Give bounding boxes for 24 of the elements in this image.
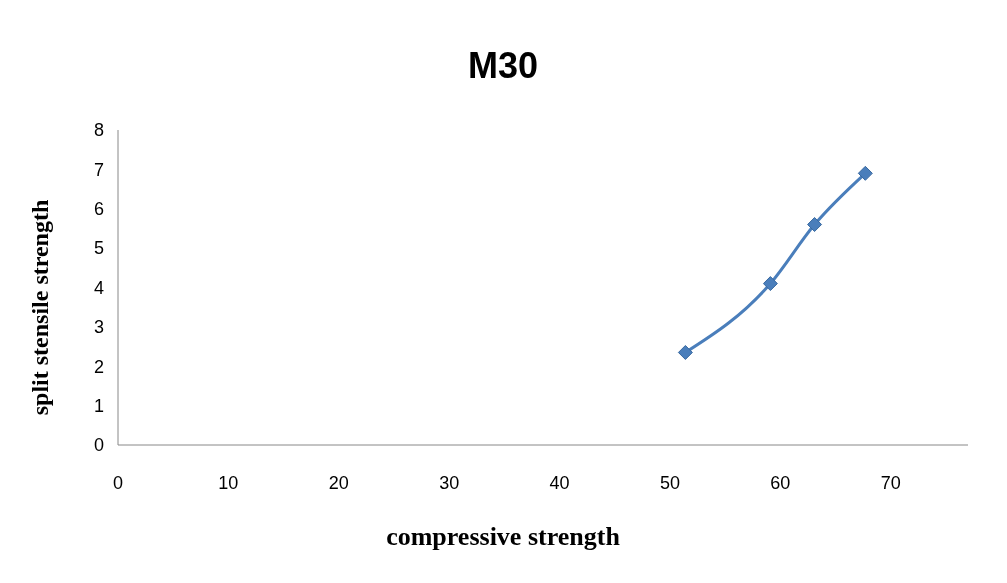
x-tick-label: 10 — [218, 473, 239, 493]
x-tick-label: 20 — [328, 473, 349, 493]
x-tick-label: 40 — [549, 473, 570, 493]
x-tick-label: 60 — [770, 473, 791, 493]
y-tick-label: 5 — [93, 238, 104, 259]
x-tick-label: 70 — [880, 473, 901, 493]
y-tick-label: 7 — [93, 159, 104, 180]
point — [677, 344, 693, 360]
point — [762, 276, 778, 292]
chart-title: M30 — [467, 45, 539, 86]
y-tick-label: 2 — [93, 356, 104, 377]
x-tick-label: 50 — [659, 473, 680, 493]
x-axis-title: compressive strength — [386, 522, 621, 551]
y-tick-label: 6 — [93, 199, 104, 220]
y-tick-label: 0 — [93, 435, 104, 456]
y-axis-title: split stensile strength — [27, 199, 53, 416]
y-tick-label: 1 — [93, 395, 104, 416]
y-tick-label: 8 — [93, 120, 104, 141]
y-tick-label: 3 — [93, 317, 104, 338]
x-tick-label: 30 — [439, 473, 460, 493]
point — [857, 165, 873, 181]
y-tick-label: 4 — [93, 277, 104, 298]
x-tick-label: 0 — [112, 473, 124, 493]
point — [807, 217, 823, 232]
